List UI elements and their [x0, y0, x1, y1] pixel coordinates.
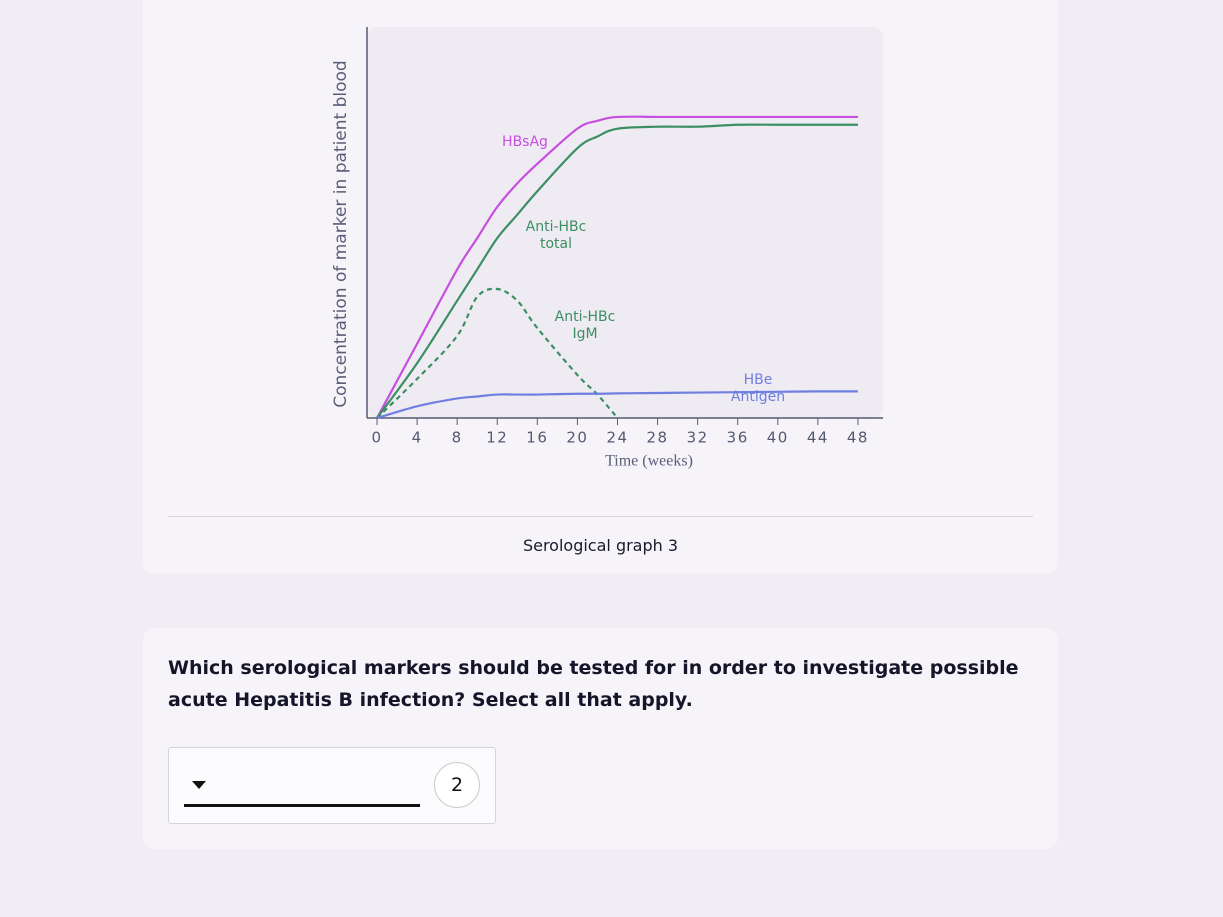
dropdown-underline: [184, 804, 420, 807]
x-tick-label: 4: [412, 429, 423, 447]
question-text: Which serological markers should be test…: [168, 657, 1019, 711]
x-tick-label: 8: [452, 429, 463, 447]
x-tick-label: 40: [767, 429, 789, 447]
x-tick-label: 32: [687, 429, 709, 447]
x-tick-label: 48: [847, 429, 869, 447]
series-label: HBe Antigen: [730, 372, 786, 405]
x-tick-label: 0: [371, 429, 382, 447]
x-tick-label: 28: [647, 429, 669, 447]
answer-dropdown[interactable]: 2: [168, 747, 496, 824]
series-label: Anti-HBc IgM: [554, 309, 616, 342]
series-label: Anti-HBc total: [525, 219, 587, 252]
selected-count: 2: [434, 762, 480, 808]
dropdown-caret[interactable]: [191, 780, 207, 790]
x-tick-label: 20: [566, 429, 588, 447]
x-tick-label: 44: [807, 429, 829, 447]
x-tick-label: 24: [606, 429, 628, 447]
series-line: [376, 123, 858, 419]
x-tick-label: 16: [526, 429, 548, 447]
series-label: HBsAg: [502, 134, 548, 150]
x-axis-title: Time (weeks): [605, 453, 693, 470]
series-line: [376, 287, 619, 419]
x-tick-label: 12: [486, 429, 508, 447]
plot-area: [367, 27, 883, 418]
separator: [168, 516, 1033, 517]
caption: Serological graph 3: [522, 536, 679, 555]
chart: Concentration of marker in patient blood…: [331, 27, 883, 470]
y-axis-title: Concentration of marker in patient blood: [331, 60, 351, 407]
series-line: [376, 390, 858, 420]
x-tick-label: 36: [727, 429, 749, 447]
series-line: [376, 115, 858, 419]
